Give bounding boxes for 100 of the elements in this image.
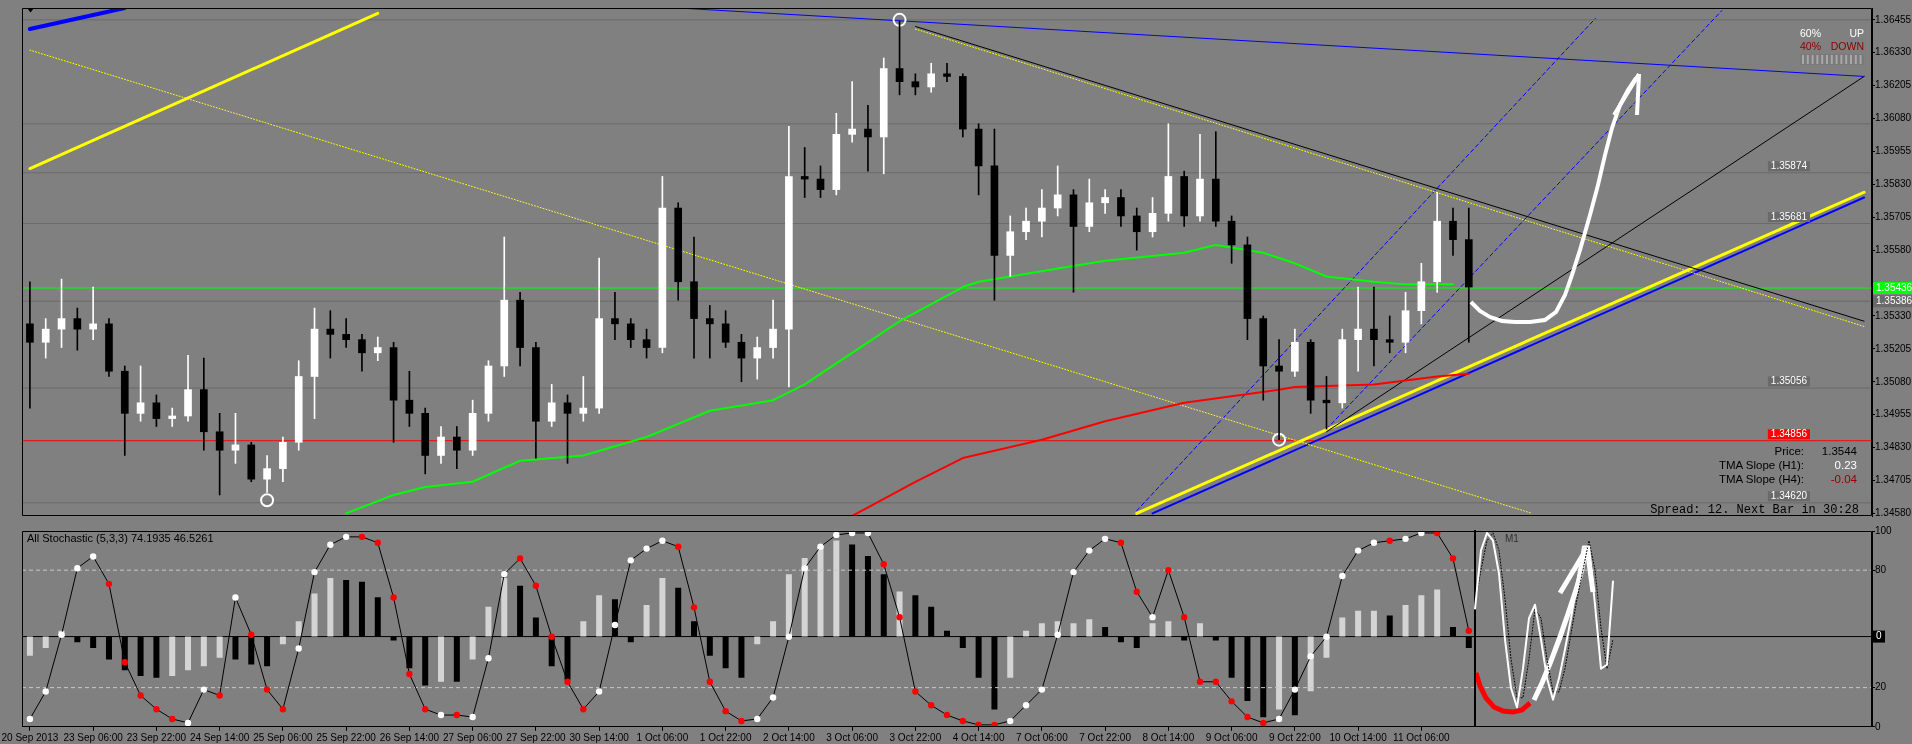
point: [1007, 717, 1014, 725]
x-tick-label: 7 Oct 06:00: [1016, 731, 1069, 743]
point: [184, 719, 192, 727]
point: [1354, 547, 1362, 554]
bar: [1434, 589, 1441, 637]
x-tick-label: 3 Oct 22:00: [889, 731, 942, 743]
y-tick-label: 1.35205: [1875, 342, 1912, 354]
bar: [1370, 610, 1377, 637]
point: [738, 717, 745, 725]
point: [1465, 627, 1472, 635]
point: [501, 570, 508, 578]
x-tick-label: 25 Sep 06:00: [253, 731, 314, 743]
y-tick-label: 100: [1875, 524, 1893, 536]
y-tick-label: 1.35955: [1875, 145, 1912, 157]
point: [769, 694, 777, 701]
bar: [659, 578, 666, 637]
annotation: -0.04: [1830, 473, 1858, 486]
point: [611, 621, 619, 629]
point: [991, 721, 998, 727]
point: [1323, 633, 1330, 640]
bar: [169, 636, 176, 676]
y-tick-label: 1.36080: [1875, 112, 1912, 124]
chart-title: M1: [1505, 532, 1520, 544]
point: [959, 717, 967, 725]
point: [42, 688, 49, 695]
point: [1086, 547, 1093, 554]
annotation: TMA Slope (H4):: [1719, 473, 1804, 486]
point: [295, 645, 302, 652]
point: [327, 541, 334, 548]
annotation: 1.3544: [1821, 445, 1858, 458]
ref-line-label: 1.34856: [1770, 427, 1808, 439]
point: [801, 565, 808, 572]
bar: [754, 636, 761, 645]
point: [975, 721, 982, 727]
x-tick-label: 9 Oct 06:00: [1205, 731, 1258, 743]
point: [469, 713, 476, 721]
annotation: 60%: [1800, 27, 1822, 40]
point: [1212, 678, 1219, 685]
point: [105, 580, 113, 588]
point: [216, 692, 223, 699]
point: [516, 555, 524, 562]
bar: [643, 604, 650, 637]
point: [785, 633, 793, 640]
point: [659, 537, 666, 544]
point: [896, 613, 903, 621]
bar: [1070, 623, 1077, 637]
point: [248, 631, 255, 638]
bar: [1165, 621, 1172, 637]
point: [1022, 702, 1030, 709]
point: [169, 715, 176, 723]
point: [342, 533, 350, 541]
point: [532, 582, 540, 590]
point: [1180, 613, 1188, 621]
y-tick-label: 0: [1875, 720, 1881, 732]
x-tick-label: 20 Sep 2013: [1, 731, 59, 743]
point: [89, 553, 97, 560]
annotation: TMA Slope (H1):: [1719, 459, 1804, 472]
point: [1038, 686, 1046, 693]
candlestick: [1385, 315, 1394, 354]
point: [1149, 613, 1156, 621]
point: [892, 12, 907, 27]
x-tick-label: 3 Oct 06:00: [826, 731, 879, 743]
bar: [485, 606, 492, 637]
point: [627, 557, 634, 564]
x-tick-label: 1 Oct 22:00: [699, 731, 752, 743]
point: [912, 688, 919, 695]
point: [580, 705, 587, 713]
point: [311, 568, 318, 576]
point: [1070, 568, 1077, 576]
bar: [279, 636, 286, 645]
annotation: 0.23: [1834, 459, 1857, 472]
x-tick-label: 9 Oct 22:00: [1269, 731, 1322, 743]
chart-title: All Stochastic (5,3,3) 74.1935 46.5261: [27, 532, 214, 545]
point: [833, 531, 840, 539]
x-tick-label: 25 Sep 22:00: [316, 731, 377, 743]
bar: [501, 578, 508, 637]
annotation: 40%: [1800, 39, 1822, 52]
bar: [1355, 610, 1362, 637]
point: [690, 604, 698, 611]
x-tick-label: 24 Sep 14:00: [189, 731, 250, 743]
ref-line-label: 1.35436: [1876, 281, 1912, 293]
point: [927, 702, 935, 709]
bar: [1038, 623, 1045, 637]
y-tick-label: 1.35580: [1875, 243, 1912, 255]
annotation: Spread: 12. Next Bar in 30:28: [1650, 502, 1859, 517]
point: [1165, 566, 1172, 574]
bar: [311, 593, 318, 637]
point: [754, 715, 761, 723]
point: [358, 533, 366, 541]
y-tick-label: 1.35830: [1875, 178, 1912, 190]
point: [564, 678, 571, 685]
point: [121, 658, 128, 666]
ref-line-label: 1.34620: [1770, 490, 1808, 502]
x-tick-label: 27 Sep 06:00: [442, 731, 503, 743]
point: [1196, 678, 1204, 685]
point: [437, 711, 445, 719]
bar: [1339, 617, 1346, 637]
y-tick-label: 1.34830: [1875, 441, 1912, 453]
point: [1133, 588, 1140, 595]
x-tick-label: 4 Oct 14:00: [952, 731, 1005, 743]
